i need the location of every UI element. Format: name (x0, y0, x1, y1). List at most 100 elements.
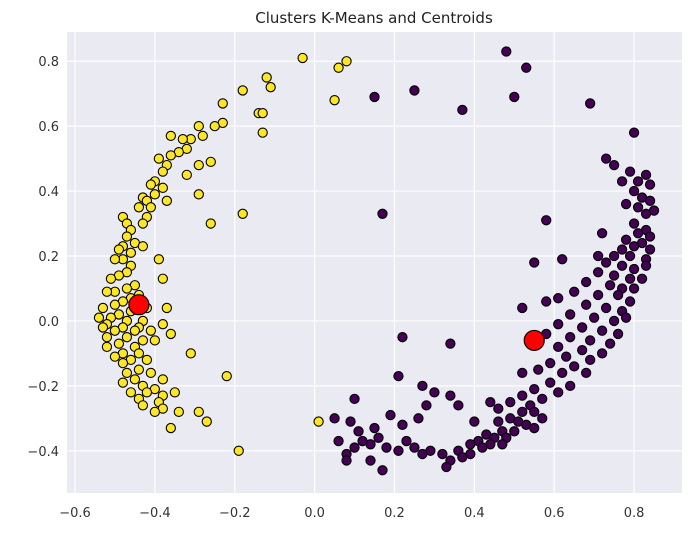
cluster-1-point (133, 348, 145, 359)
cluster-0-point (553, 319, 564, 330)
cluster-0-point (409, 442, 420, 453)
cluster-0-point (553, 387, 564, 398)
cluster-1-point (205, 156, 216, 168)
cluster-1-point (153, 153, 165, 164)
x-tick-label: 0.2 (384, 506, 405, 521)
cluster-1-point (101, 286, 113, 297)
cluster-0-point (600, 153, 612, 164)
cluster-0-point (616, 176, 628, 187)
centroid-markers (128, 294, 545, 352)
cluster-0-point (441, 461, 452, 473)
cluster-1-point (193, 406, 204, 417)
cluster-1-point (133, 364, 145, 375)
data-points (93, 46, 660, 476)
cluster-1-point (257, 108, 268, 119)
cluster-0-point (345, 416, 356, 427)
cluster-1-point (121, 367, 133, 379)
cluster-0-point (588, 312, 600, 323)
x-axis: −0.6 −0.4 −0.2 0.0 0.2 0.4 0.6 0.8 (59, 506, 644, 521)
y-tick-label: −0.4 (27, 445, 59, 460)
cluster-1-point (145, 202, 157, 213)
cluster-1-point (233, 445, 244, 456)
cluster-0-point (561, 351, 572, 362)
x-tick-label: −0.4 (139, 506, 171, 521)
cluster-0-point (596, 325, 608, 336)
cluster-1-point (297, 52, 308, 64)
cluster-0-point (529, 383, 540, 395)
cluster-0-point (485, 396, 496, 408)
cluster-0-point (457, 104, 468, 116)
cluster-1-point (137, 335, 149, 346)
cluster-0-point (592, 250, 604, 262)
cluster-0-point (624, 273, 636, 284)
cluster-0-point (565, 309, 576, 320)
cluster-1-point (237, 85, 248, 96)
cluster-0-point (517, 302, 528, 314)
cluster-0-point (565, 332, 576, 343)
cluster-0-point (505, 396, 516, 408)
cluster-1-point (201, 416, 212, 427)
cluster-0-point (628, 263, 640, 275)
y-tick-label: 0.0 (38, 315, 59, 330)
cluster-0-point (421, 400, 432, 411)
cluster-0-point (469, 416, 480, 427)
cluster-1-point (129, 374, 141, 385)
cluster-1-point (125, 247, 137, 258)
cluster-0-point (417, 380, 428, 392)
cluster-0-point (369, 422, 380, 434)
cluster-0-point (644, 244, 656, 255)
cluster-1-point (113, 244, 125, 255)
cluster-0-point (628, 241, 640, 252)
cluster-0-point (612, 328, 624, 340)
cluster-1-point (161, 302, 172, 314)
cluster-0-point (608, 270, 620, 281)
cluster-0-point (644, 195, 656, 206)
cluster-0-point (509, 426, 520, 437)
cluster-0-point (592, 289, 604, 301)
cluster-1-point (109, 254, 121, 265)
cluster-0-point (616, 244, 628, 255)
cluster-1-point (185, 348, 196, 359)
x-tick-label: 0.6 (544, 506, 565, 521)
cluster-0-point (620, 198, 632, 210)
cluster-0-point (365, 455, 376, 466)
cluster-0-point (628, 218, 640, 229)
cluster-0-point (517, 367, 528, 379)
cluster-0-point (501, 46, 512, 57)
cluster-0-point (600, 257, 612, 268)
cluster-0-point (541, 296, 552, 307)
y-axis: −0.4 −0.2 0.0 0.2 0.4 0.6 0.8 (27, 55, 59, 460)
cluster-0-point (529, 422, 540, 434)
cluster-0-point (577, 322, 588, 333)
cluster-0-point (596, 228, 608, 239)
cluster-1-point (165, 130, 176, 142)
cluster-0-point (329, 413, 340, 424)
cluster-1-point (205, 218, 216, 229)
cluster-1-point (153, 254, 165, 265)
cluster-0-point (557, 254, 568, 265)
cluster-0-point (493, 403, 504, 414)
cluster-0-point (592, 267, 604, 278)
cluster-1-point (157, 374, 168, 385)
x-tick-label: −0.2 (219, 506, 251, 521)
grid-lines (67, 32, 682, 493)
cluster-0-point (477, 442, 488, 453)
cluster-0-point (584, 98, 596, 109)
cluster-1-point (197, 130, 208, 142)
cluster-1-point (237, 208, 248, 219)
cluster-0-point (349, 442, 360, 453)
cluster-0-point (521, 62, 532, 73)
cluster-1-point (149, 406, 161, 417)
cluster-0-point (457, 452, 468, 463)
cluster-1-point (177, 133, 188, 145)
cluster-0-point (628, 283, 640, 294)
cluster-1-point (121, 332, 133, 343)
cluster-0-point (612, 289, 624, 301)
cluster-1-point (137, 400, 149, 411)
cluster-0-point (397, 419, 408, 430)
cluster-0-point (517, 406, 528, 417)
plot-area (67, 32, 682, 493)
cluster-0-point (608, 250, 620, 262)
cluster-0-point (341, 455, 352, 466)
